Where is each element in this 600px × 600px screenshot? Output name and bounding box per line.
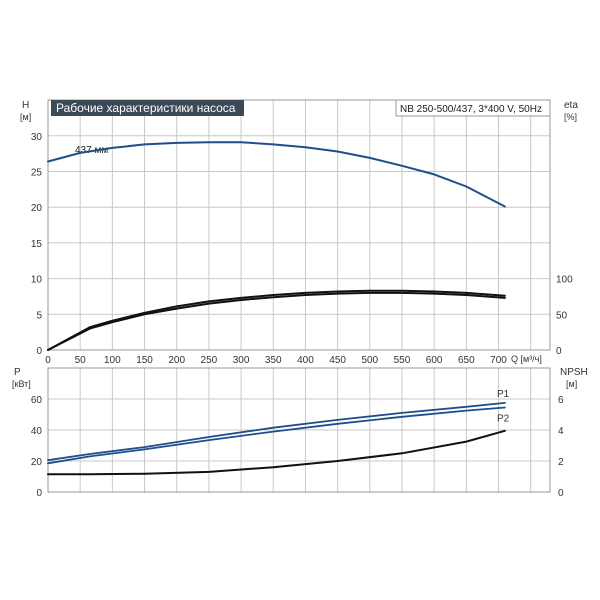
x-tick-label: 150 — [136, 355, 153, 366]
title-box — [51, 100, 244, 116]
npsh-curve — [47, 429, 506, 476]
x-tick-label: 50 — [75, 355, 87, 366]
chart-title: Рабочие характеристики насоса — [56, 101, 236, 115]
eta-axis-unit: [%] — [564, 112, 577, 122]
x-tick-label: 200 — [168, 355, 185, 366]
x-tick-label: 0 — [45, 355, 51, 366]
npsh-tick-label: 6 — [558, 395, 564, 406]
series-label-p2: P2 — [497, 414, 510, 425]
power-tick-label: 20 — [31, 457, 43, 468]
head-axis-label: H — [22, 100, 29, 111]
eta-tick-label: 100 — [556, 275, 573, 286]
x-tick-label: 500 — [361, 355, 378, 366]
top-grid — [47, 100, 550, 351]
power-tick-label: 60 — [31, 395, 43, 406]
tick-labels: 0 50 100 150 200 250 300 350 400 450 500 550 600 650 7… — [31, 132, 573, 499]
data-series — [47, 141, 506, 476]
npsh-axis-label: NPSH — [560, 367, 588, 378]
npsh-tick-label: 2 — [558, 457, 564, 468]
series-label-p1: P1 — [497, 389, 510, 400]
x-tick-label: 700 — [490, 355, 507, 366]
power-tick-label: 40 — [31, 426, 43, 437]
head-tick-label: 0 — [36, 346, 42, 357]
head-tick-label: 5 — [36, 310, 42, 321]
npsh-tick-label: 0 — [558, 488, 564, 499]
efficiency-curve — [47, 291, 506, 351]
x-tick-label: 650 — [458, 355, 475, 366]
head-tick-label: 25 — [31, 168, 43, 179]
model-box — [395, 99, 551, 117]
efficiency-curve — [47, 289, 506, 351]
power-curve-p1 — [47, 402, 506, 462]
x-tick-label: 350 — [265, 355, 282, 366]
head-tick-label: 15 — [31, 239, 43, 250]
power-axis-label: P — [14, 367, 21, 378]
x-tick-label: 100 — [104, 355, 121, 366]
flow-axis-label: Q [м³/ч] — [511, 354, 542, 364]
npsh-tick-label: 4 — [558, 426, 564, 437]
x-tick-label: 250 — [201, 355, 218, 366]
x-tick-label: 450 — [329, 355, 346, 366]
head-tick-label: 30 — [31, 132, 43, 143]
power-curve-p2 — [47, 406, 506, 465]
x-tick-label: 600 — [426, 355, 443, 366]
x-tick-label: 400 — [297, 355, 314, 366]
eta-tick-label: 50 — [556, 310, 568, 321]
head-axis-unit: [м] — [20, 112, 31, 122]
head-tick-label: 20 — [31, 203, 43, 214]
bottom-plot-frame — [47, 367, 551, 493]
eta-tick-label: 0 — [556, 346, 562, 357]
model-label: NB 250-500/437, 3*400 V, 50Hz — [400, 104, 542, 115]
top-plot-frame — [47, 99, 551, 351]
x-tick-label: 550 — [394, 355, 411, 366]
eta-axis-label: eta — [564, 100, 578, 111]
head-curve — [47, 141, 506, 208]
x-tick-label: 300 — [233, 355, 250, 366]
power-axis-unit: [кВт] — [12, 379, 31, 389]
power-tick-label: 0 — [36, 488, 42, 499]
head-tick-label: 10 — [31, 275, 43, 286]
npsh-axis-unit: [м] — [566, 379, 577, 389]
